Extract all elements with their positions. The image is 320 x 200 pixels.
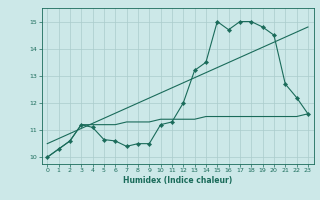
X-axis label: Humidex (Indice chaleur): Humidex (Indice chaleur) (123, 176, 232, 185)
